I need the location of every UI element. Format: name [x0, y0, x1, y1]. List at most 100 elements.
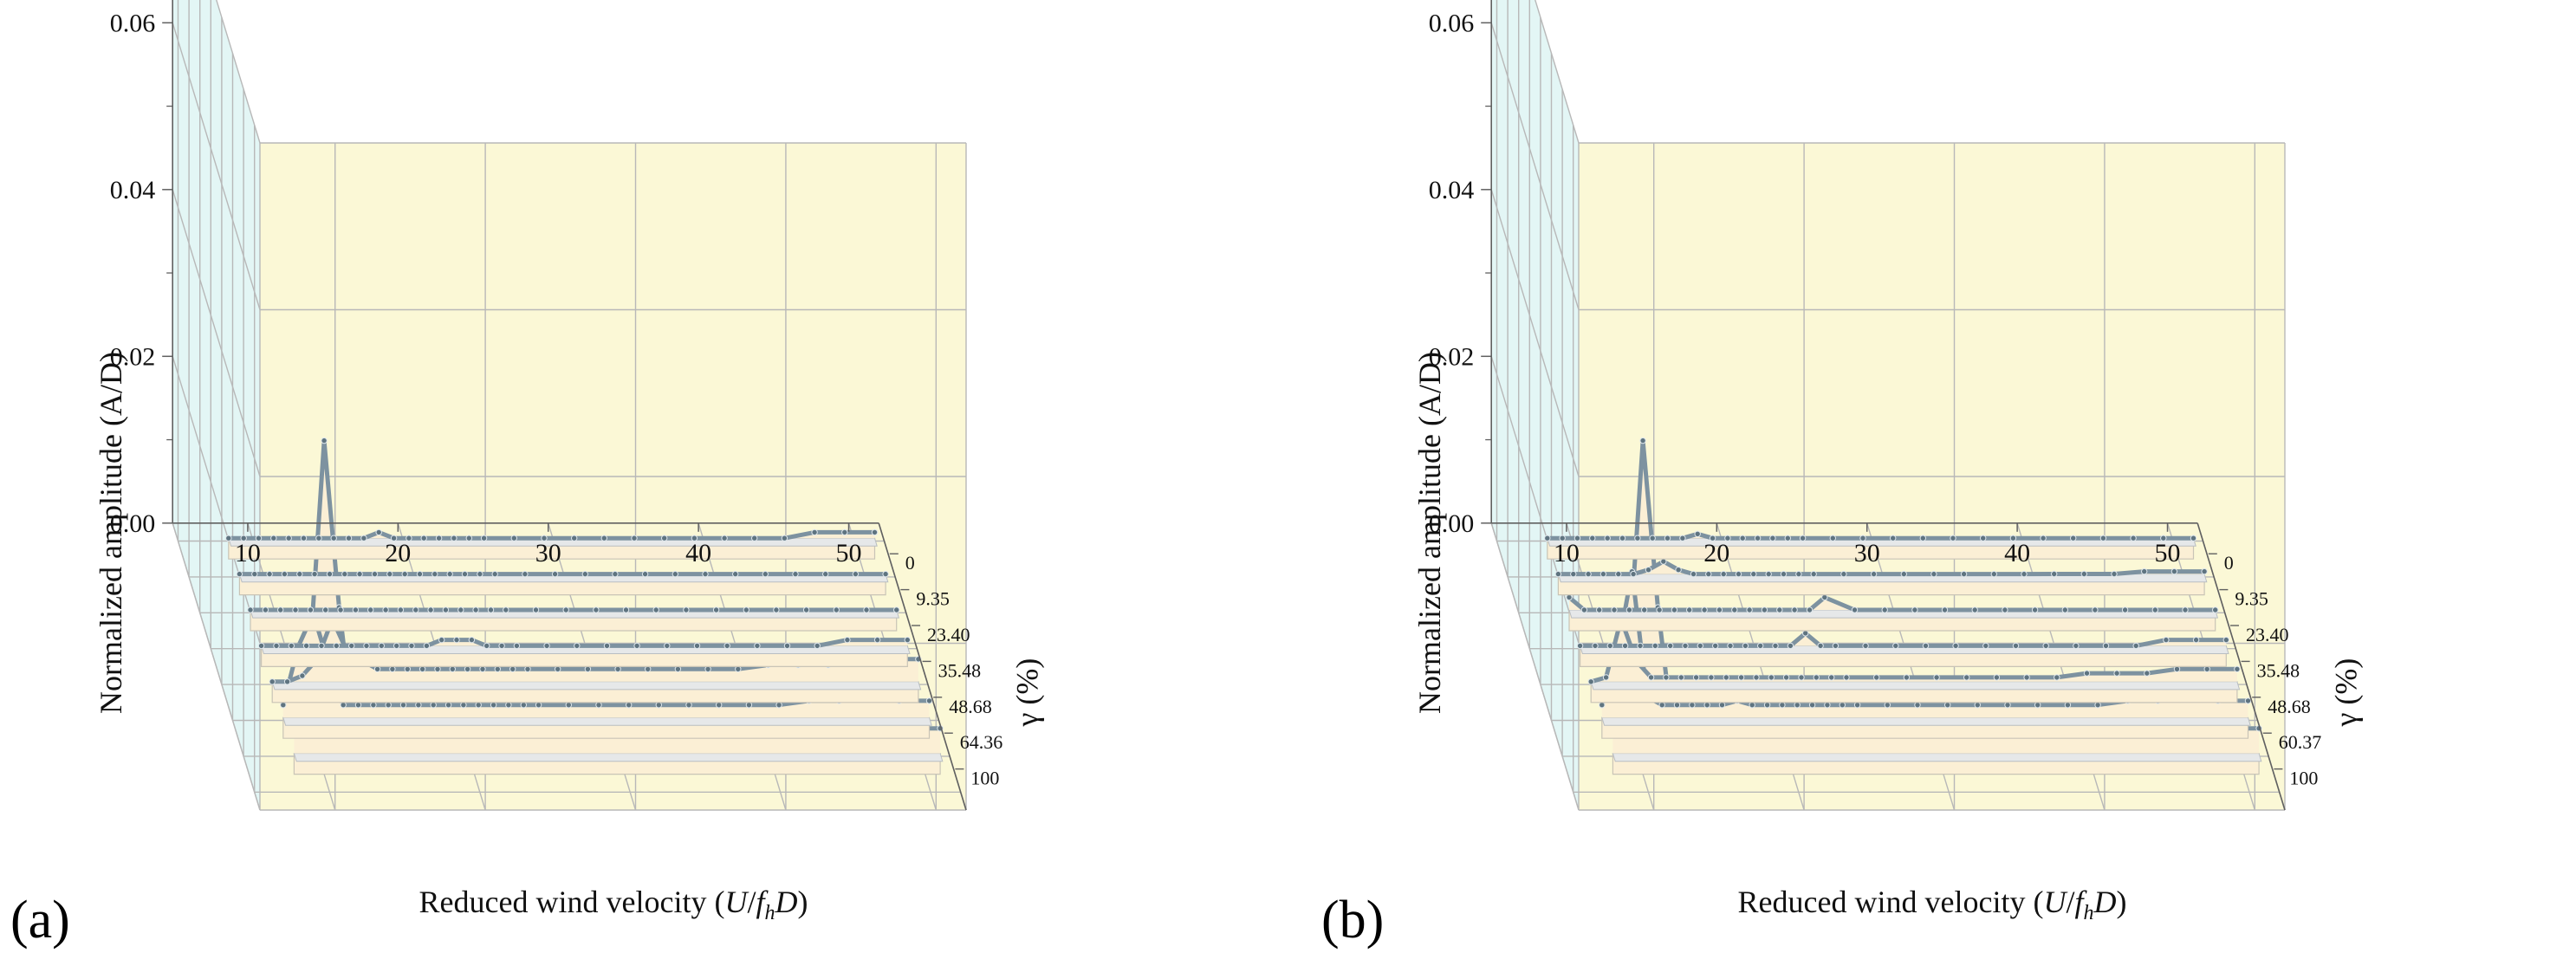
data-point	[1960, 570, 1968, 578]
x-tick-label: 40	[685, 539, 711, 567]
data-point	[431, 570, 438, 578]
side-wall-grid-line	[172, 522, 261, 811]
data-point	[522, 570, 529, 578]
data-point	[1974, 702, 1982, 709]
data-point	[1554, 570, 1562, 578]
data-point	[494, 665, 501, 672]
data-point	[503, 606, 509, 613]
data-point	[783, 642, 791, 650]
x-axis-title-part: h	[764, 902, 775, 924]
data-point	[1682, 642, 1689, 650]
data-point	[2070, 535, 2077, 541]
data-point	[1625, 606, 1633, 613]
data-point	[460, 702, 467, 709]
data-point	[2051, 570, 2058, 578]
data-point	[1922, 642, 1930, 650]
data-point	[406, 535, 412, 541]
data-point	[2021, 570, 2028, 578]
gamma-tick-label: 35.48	[938, 659, 982, 681]
data-point	[1709, 535, 1716, 541]
z-tick-label: 0.04	[1429, 176, 1475, 204]
data-point	[1602, 674, 1610, 681]
z-tick-label: 0.04	[110, 176, 156, 204]
data-point	[693, 642, 701, 650]
x-axis-title-part: D	[2093, 885, 2116, 919]
ribbon-top	[282, 716, 932, 726]
data-point	[269, 678, 276, 685]
data-point	[430, 702, 437, 709]
z-axis-title: Normalized amplitude (A/D)	[1412, 352, 1447, 714]
x-axis-title: Reduced wind velocity (U/fhD)	[1738, 885, 2127, 924]
data-point	[225, 535, 232, 541]
data-point	[498, 642, 505, 650]
gamma-tick-label: 48.68	[949, 696, 992, 717]
data-point	[389, 665, 396, 672]
data-point	[393, 642, 400, 650]
data-point	[773, 606, 780, 613]
data-point	[775, 702, 782, 709]
gamma-tick-label: 23.40	[927, 624, 970, 645]
data-point	[1716, 606, 1723, 613]
x-axis-title-part: /	[2066, 885, 2074, 919]
data-point	[1580, 606, 1588, 613]
panel-a: 100 64.36 48.68 35.48 23.40 9.350 10 20 30 40 50 0.…	[94, 0, 1045, 924]
data-point	[2099, 535, 2107, 541]
data-point	[565, 702, 572, 709]
data-point	[468, 636, 476, 644]
data-point	[655, 702, 662, 709]
gamma-tick-label: 9.35	[2235, 588, 2268, 610]
data-point	[419, 665, 426, 672]
data-point	[416, 570, 424, 578]
side-wall-grid-line	[1535, 0, 1580, 144]
data-point	[641, 570, 649, 578]
data-point	[1859, 535, 1866, 541]
data-point	[1619, 535, 1626, 541]
data-point	[2004, 702, 2011, 709]
data-point	[1933, 674, 1940, 681]
gamma-axis-line	[878, 522, 967, 811]
data-point	[404, 665, 411, 672]
data-point	[461, 570, 469, 578]
series-64.36	[280, 610, 933, 739]
side-wall-grid-line	[1490, 356, 1580, 644]
data-point	[288, 642, 295, 650]
data-point	[1701, 606, 1708, 613]
data-point	[1763, 702, 1771, 709]
data-point	[483, 642, 490, 650]
data-point	[1566, 593, 1573, 601]
data-point	[925, 697, 933, 704]
data-point	[505, 702, 512, 709]
z-axis-title: Normalized amplitude (A/D)	[94, 352, 128, 714]
data-point	[1658, 702, 1665, 709]
x-axis-title-part: D	[774, 885, 797, 919]
data-point	[382, 606, 389, 613]
data-point	[2042, 642, 2049, 650]
data-point	[281, 570, 289, 578]
data-point	[1705, 570, 1712, 578]
data-point	[340, 702, 347, 709]
data-point	[751, 535, 758, 541]
data-point	[603, 642, 611, 650]
data-point	[408, 642, 415, 650]
data-point	[600, 535, 607, 541]
x-axis-title: Reduced wind velocity (U/fhD)	[419, 885, 808, 924]
data-point	[446, 570, 453, 578]
data-point	[1813, 674, 1820, 681]
data-point	[477, 570, 483, 578]
data-point	[337, 606, 344, 613]
data-point	[371, 570, 379, 578]
data-point	[1667, 642, 1674, 650]
data-point	[318, 642, 325, 650]
data-point	[1585, 570, 1592, 578]
data-point	[321, 437, 328, 444]
data-point	[852, 570, 860, 578]
data-point	[475, 702, 482, 709]
data-point	[622, 606, 630, 613]
data-point	[1739, 535, 1746, 541]
data-point	[2201, 567, 2208, 575]
data-point	[2023, 674, 2030, 681]
data-point	[1731, 606, 1738, 613]
data-point	[2160, 535, 2167, 541]
data-point	[465, 535, 472, 541]
side-wall-grid-line	[1490, 189, 1580, 477]
